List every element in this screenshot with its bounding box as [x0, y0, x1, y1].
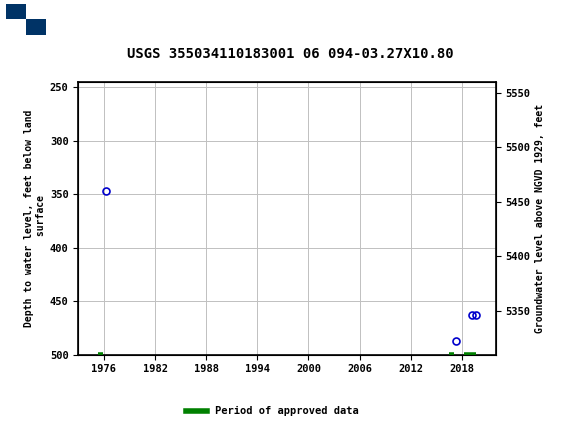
Legend: Period of approved data: Period of approved data [182, 402, 363, 421]
Bar [6, 4, 26, 19]
Text: USGS 355034110183001 06 094-03.27X10.80: USGS 355034110183001 06 094-03.27X10.80 [126, 47, 454, 61]
Y-axis label: Groundwater level above NGVD 1929, feet: Groundwater level above NGVD 1929, feet [535, 104, 545, 333]
Y-axis label: Depth to water level, feet below land
 surface: Depth to water level, feet below land su… [24, 110, 46, 327]
Text: USGS: USGS [52, 12, 89, 27]
Bar [6, 4, 46, 35]
Bar [26, 19, 46, 35]
